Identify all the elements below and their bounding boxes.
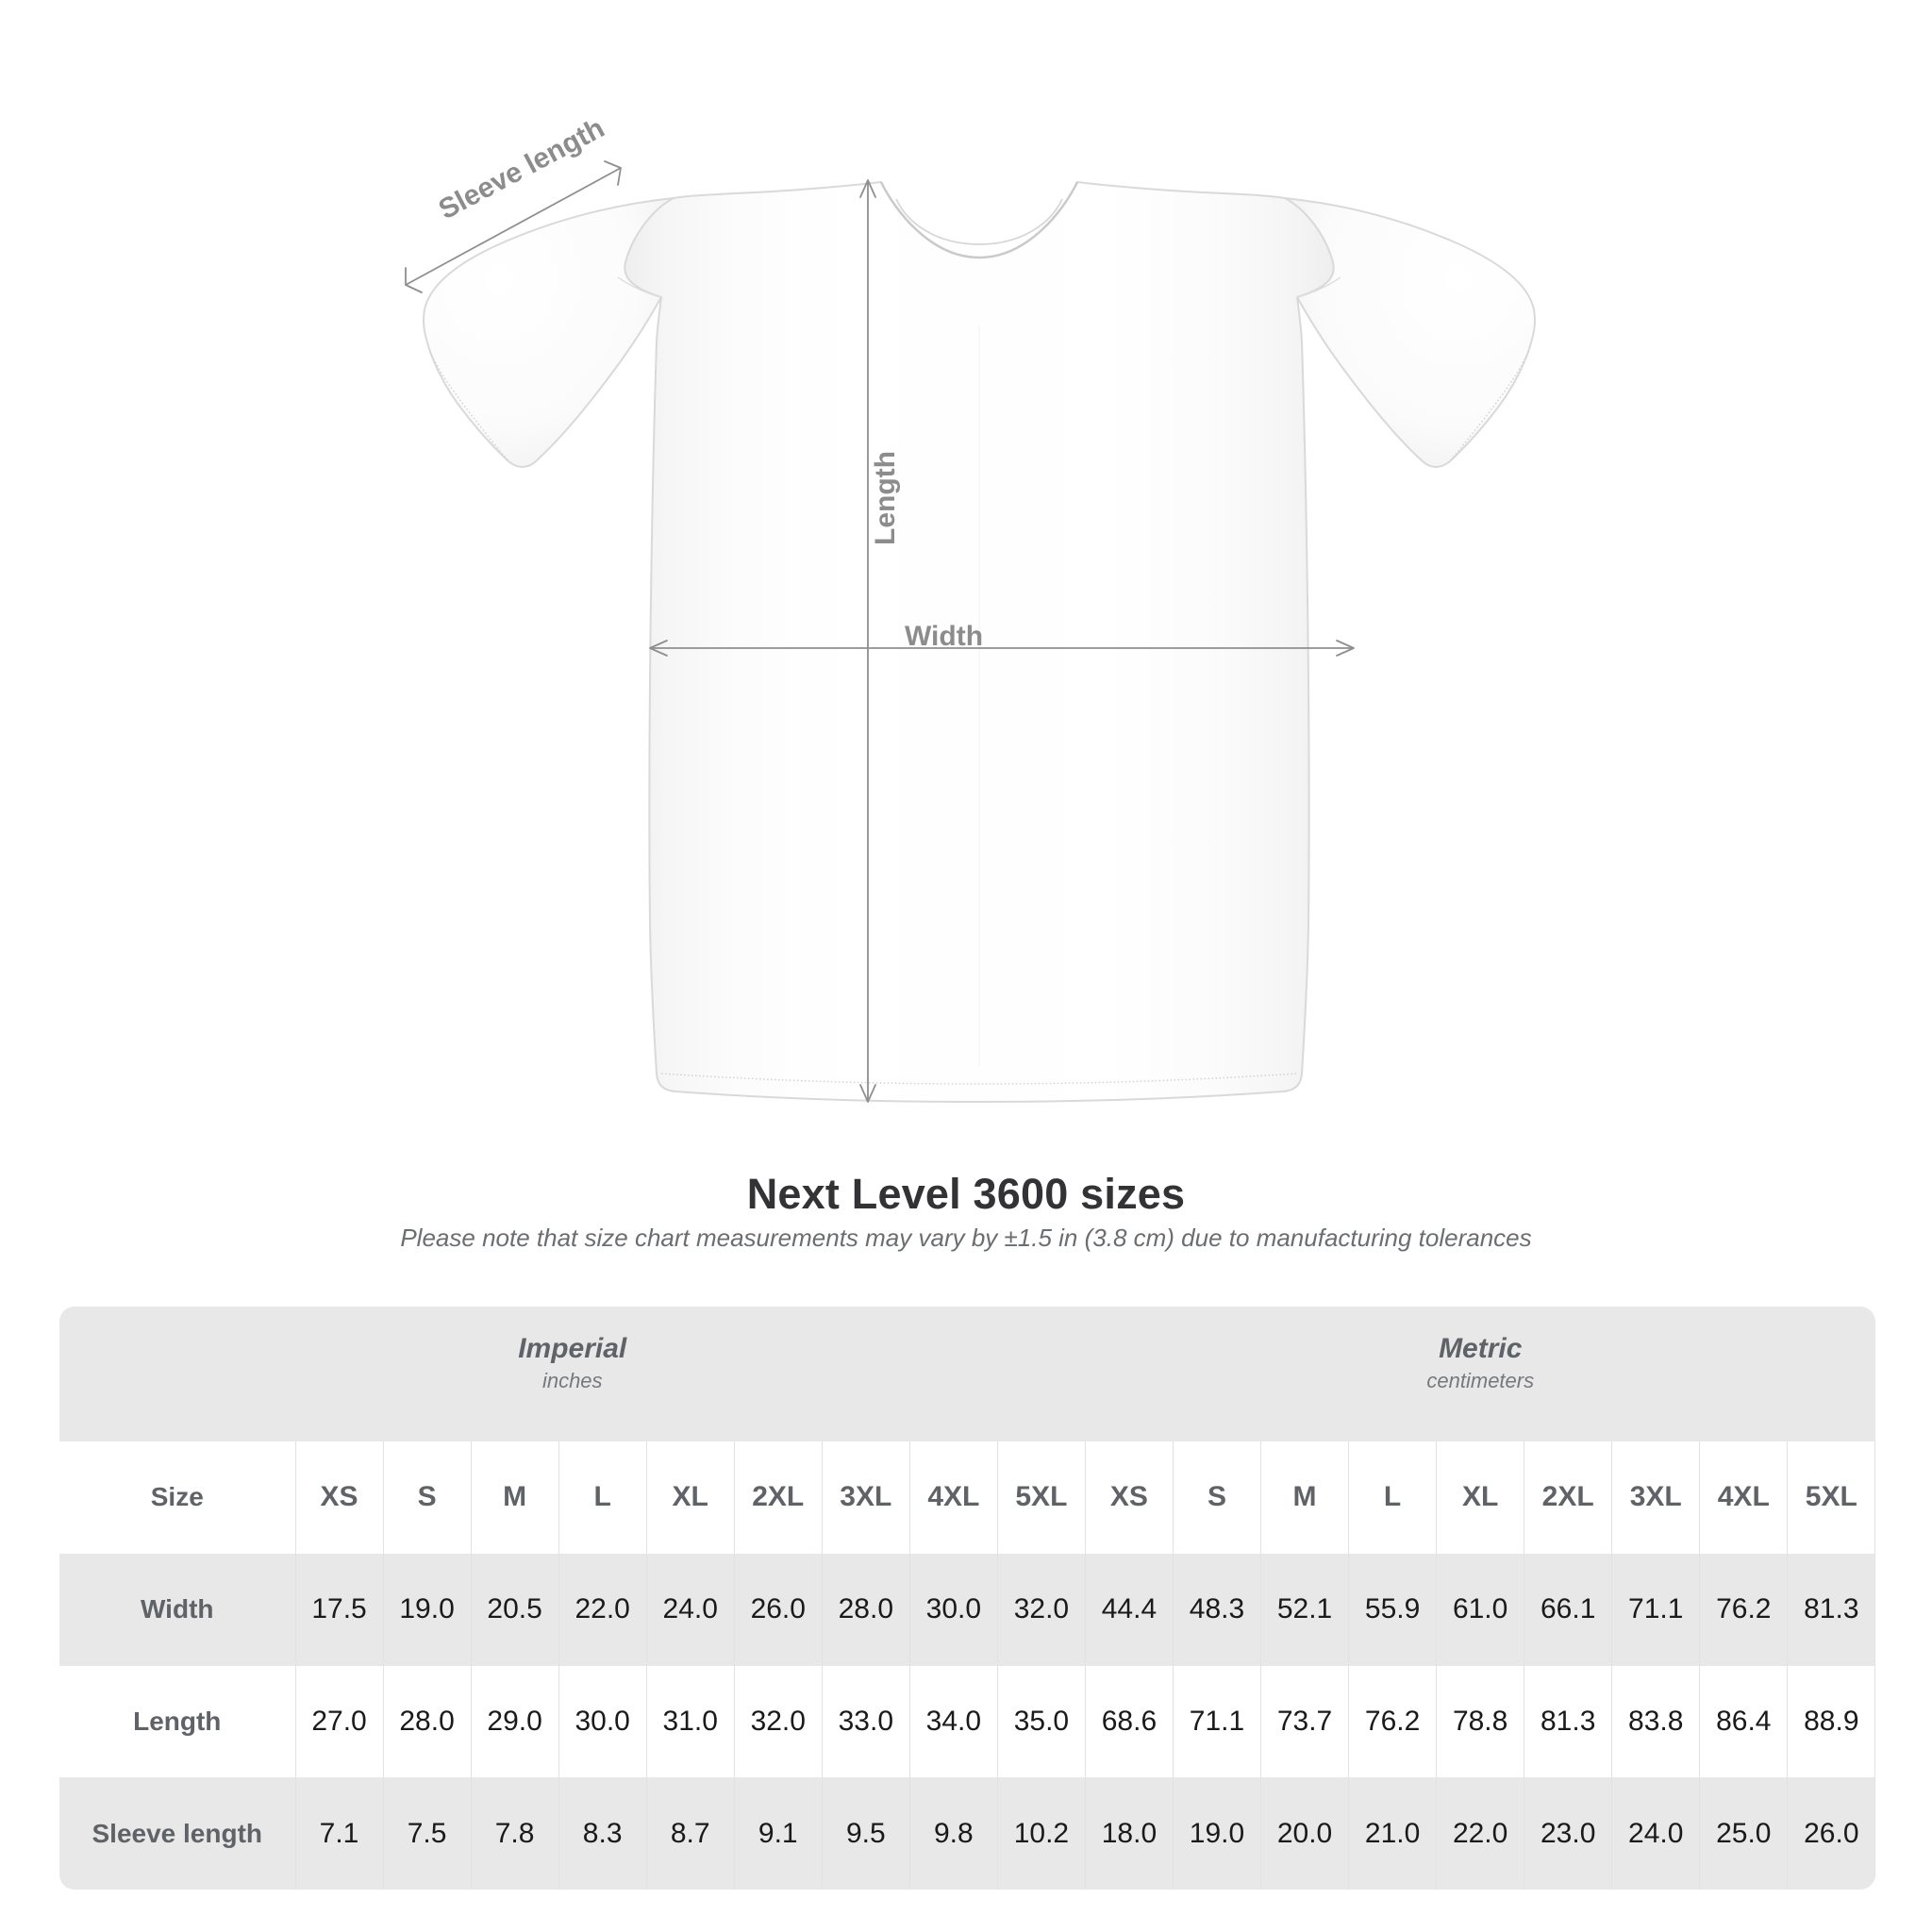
svg-text:Length: Length [870, 451, 901, 545]
svg-text:Width: Width [905, 621, 983, 652]
svg-text:Sleeve length: Sleeve length [434, 112, 609, 225]
